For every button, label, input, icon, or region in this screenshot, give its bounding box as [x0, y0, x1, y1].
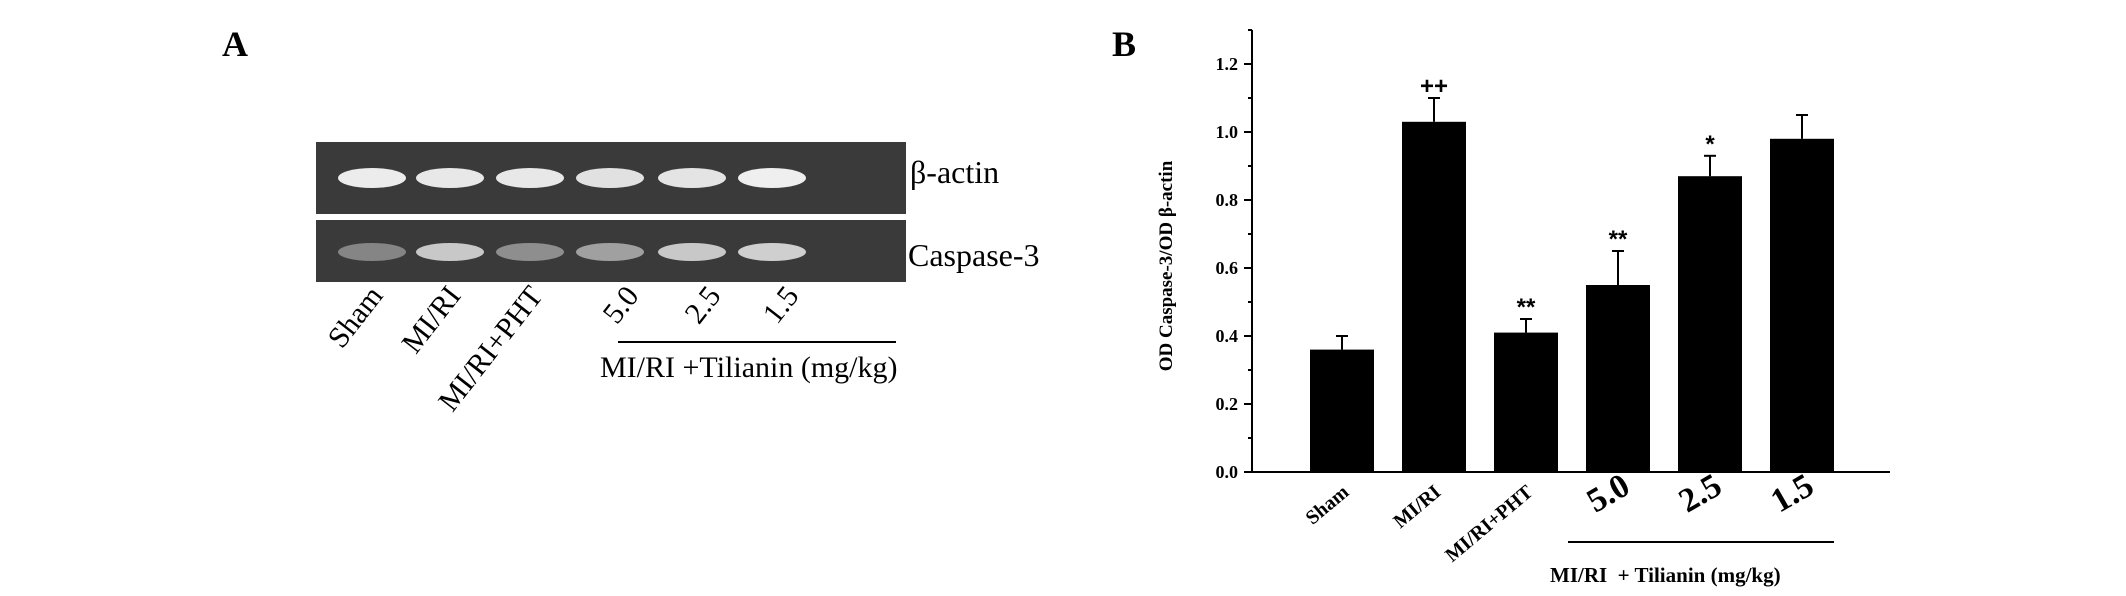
- gel-band-beta-actin: [576, 168, 644, 188]
- significance-mark: **: [1609, 226, 1628, 253]
- bar-5: [1770, 138, 1834, 473]
- gel-band-caspase-3: [738, 243, 806, 261]
- y-tick-label: 0.6: [1216, 258, 1239, 278]
- y-tick-label: 1.0: [1216, 122, 1239, 142]
- band-label-beta-actin: β-actin: [910, 154, 999, 190]
- y-axis-title: OD Caspase-3/OD β-actin: [1156, 160, 1177, 371]
- x-tick-label: 5.0: [1581, 467, 1636, 520]
- y-tick-label: 0.8: [1216, 190, 1239, 210]
- bar-chart: 0.00.20.40.60.81.01.2 ++***** Sham MI/RIM…: [1216, 29, 1890, 567]
- y-tick-label: 1.2: [1216, 54, 1239, 74]
- x-tick-label: 1.5: [1765, 467, 1820, 520]
- x-tick-label: MI/RI+PHT: [1441, 481, 1538, 567]
- y-tick-label: 0.2: [1216, 394, 1239, 414]
- gel-band-beta-actin: [338, 168, 406, 188]
- panel-a-letter: A: [222, 24, 248, 64]
- bar-1: [1402, 121, 1466, 473]
- gel-image: [316, 142, 906, 282]
- x-tick-label: MI/RI: [1389, 481, 1445, 533]
- gel-band-beta-actin: [658, 168, 726, 188]
- lane-label: Sham: [321, 280, 389, 354]
- bar-0: [1310, 349, 1374, 472]
- gel-band-caspase-3: [496, 243, 564, 261]
- gel-band-caspase-3: [338, 243, 406, 261]
- group-label-a: MI/RI +Tilianin (mg/kg): [600, 351, 898, 384]
- gel-band-caspase-3: [576, 243, 644, 261]
- gel-band-beta-actin: [416, 168, 484, 188]
- bar-3: [1586, 285, 1650, 472]
- panel-b-letter: B: [1112, 24, 1136, 64]
- lane-label: 5.0: [596, 280, 645, 330]
- x-tick-label: 2.5: [1673, 467, 1728, 520]
- bar-2: [1494, 332, 1558, 472]
- x-tick-label: Sham: [1302, 481, 1354, 530]
- significance-mark: *: [1705, 131, 1715, 158]
- group-label-b: MI/RI + Tilianin (mg/kg): [1550, 563, 1781, 587]
- gel-band-beta-actin: [738, 168, 806, 188]
- lane-label: 1.5: [756, 280, 805, 330]
- lane-label: 2.5: [678, 280, 727, 330]
- band-label-caspase-3: Caspase-3: [908, 237, 1040, 273]
- y-tick-label: 0.4: [1216, 326, 1239, 346]
- bar-4: [1678, 176, 1742, 472]
- lane-label: MI/RI: [395, 280, 467, 359]
- gel-band-beta-actin: [496, 168, 564, 188]
- significance-mark: **: [1517, 294, 1536, 321]
- gel-band-caspase-3: [416, 243, 484, 261]
- gel-band-caspase-3: [658, 243, 726, 261]
- y-tick-label: 0.0: [1216, 462, 1239, 482]
- significance-mark: ++: [1420, 73, 1448, 100]
